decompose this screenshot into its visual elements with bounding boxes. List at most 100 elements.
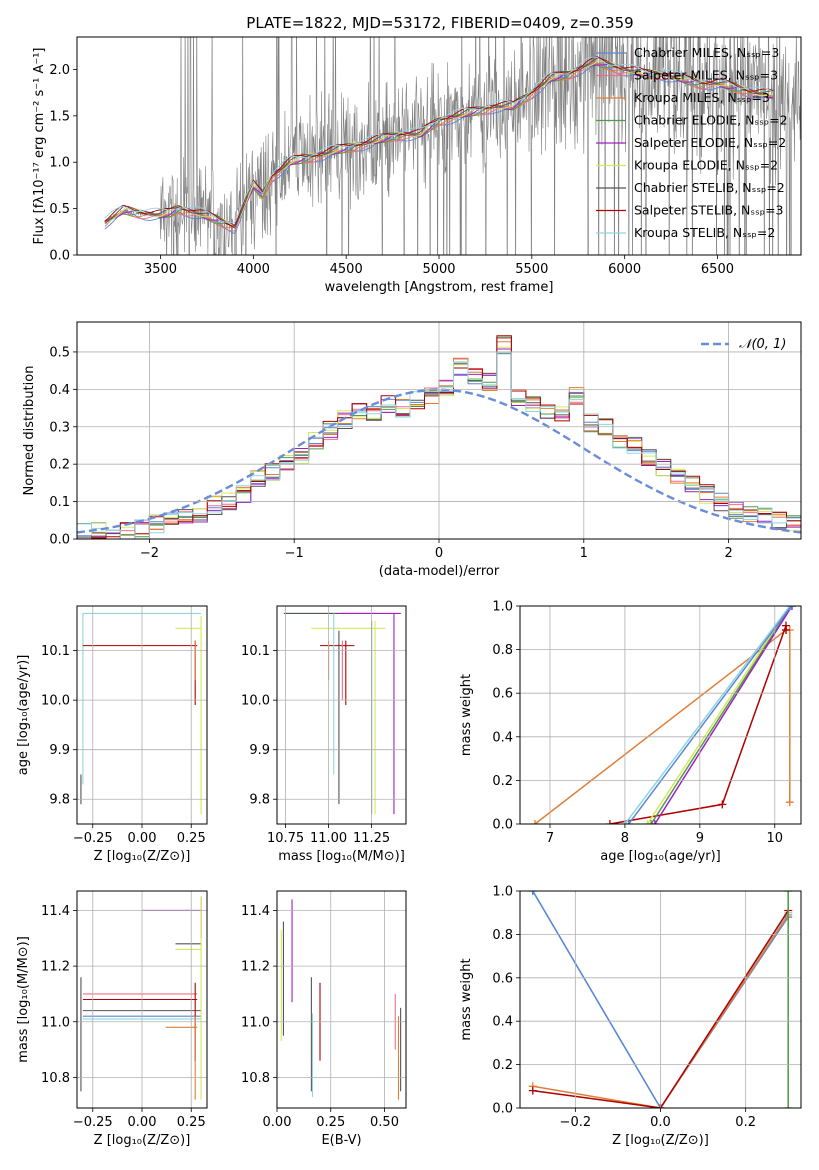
model-line-chabrier_miles: [104, 63, 774, 234]
legend: Chabrier MILES, Nₛₛₚ=3 Salpeter MILES, Nₛ…: [596, 45, 788, 240]
point-marker-salpeter_elodie: [788, 606, 797, 610]
weight-line-salpeter_elodie: [654, 606, 793, 824]
point-marker-chabrier_miles: [528, 891, 537, 895]
plot-area: [80, 896, 202, 1100]
point-marker-chabrier_elodie: [784, 891, 793, 895]
y-tick-label: 10.0: [41, 694, 70, 709]
x-tick-label: −1: [285, 546, 304, 561]
plot-area: [283, 612, 401, 815]
y-tick-label: 11.4: [41, 904, 70, 919]
x-tick-label: 11.00: [310, 831, 347, 846]
y-tick-label: 1.0: [492, 885, 513, 900]
axes-frame: [76, 36, 802, 256]
legend-label: Salpeter ELODIE, Nₛₛₚ=2: [634, 135, 786, 150]
data-spectrum-line: [104, 37, 801, 255]
x-tick-label: 2: [724, 546, 732, 561]
x-tick-label: 10.75: [267, 831, 304, 846]
x-tick-label: 6500: [701, 262, 734, 277]
x-axis-label: age [log₁₀(age/yr)]: [600, 849, 721, 864]
plot-area: [104, 37, 801, 255]
x-axis-label: Z [log₁₀(Z/Z⊙)]: [94, 849, 191, 864]
y-tick-label: 11.2: [241, 960, 270, 975]
x-tick-label: 0.00: [128, 1115, 157, 1130]
point-marker-salpeter_stelib: [718, 800, 727, 809]
panel-weight_vs_age: 7 8 9 10 0.0 0.2 0.4 0.6 0.8 1.0 age [log₁₀(age/yr…: [459, 600, 802, 864]
legend-label: Kroupa MILES, Nₛₛₚ=3: [634, 90, 770, 105]
y-tick-label: 11.0: [41, 1015, 70, 1030]
y-tick-label: 0.2: [492, 1058, 513, 1073]
legend-label: Salpeter STELIB, Nₛₛₚ=3: [634, 203, 784, 218]
point-marker-chabrier_elodie: [784, 1104, 793, 1108]
y-tick-label: 0.0: [49, 533, 70, 548]
legend-label: Chabrier STELIB, Nₛₛₚ=2: [634, 180, 785, 195]
y-tick-label: 10.8: [41, 1071, 70, 1086]
y-axis-label: mass weight: [459, 958, 474, 1040]
y-tick-label: 10.1: [41, 644, 70, 659]
weight-line-chabrier_elodie: [650, 606, 792, 824]
plot-area: [530, 606, 797, 824]
y-axis-label: age [log₁₀(age/yr)]: [16, 655, 31, 776]
grid-lines: [276, 891, 406, 1108]
axes-frame: [276, 605, 407, 825]
x-tick-label: 0.2: [735, 1115, 756, 1130]
point-marker-kroupa_elodie: [643, 820, 652, 824]
x-tick-label: 7: [546, 831, 554, 846]
y-tick-label: 0.2: [49, 458, 70, 473]
x-axis-label: (data-model)/error: [379, 564, 500, 579]
x-tick-label: 8: [621, 831, 629, 846]
y-tick-label: 1.0: [49, 156, 70, 171]
panel-mass_vs_ebv: 0.00 0.25 0.50 10.8 11.0 11.2 11.4 E(B-V): [241, 890, 407, 1148]
y-tick-label: 0.0: [492, 1102, 513, 1117]
x-tick-label: 0.25: [177, 1115, 206, 1130]
x-tick-label: 0.25: [177, 831, 206, 846]
y-tick-label: 9.9: [49, 743, 70, 758]
x-tick-label: 11.25: [353, 831, 390, 846]
point-marker-salpeter_stelib: [782, 625, 791, 634]
x-tick-label: 3500: [144, 262, 177, 277]
weight-line-chabrier_miles: [628, 606, 792, 824]
x-tick-label: 0.00: [263, 1115, 292, 1130]
point-marker-kroupa_miles: [785, 798, 794, 807]
model-line-kroupa_stelib: [104, 56, 774, 224]
grid-lines: [520, 890, 801, 1109]
y-tick-label: 0.4: [492, 730, 513, 745]
y-tick-label: 1.5: [49, 109, 70, 124]
x-tick-label: −0.25: [73, 1115, 113, 1130]
figure-title: PLATE=1822, MJD=53172, FIBERID=0409, z=0…: [246, 14, 633, 32]
y-tick-label: 0.5: [49, 202, 70, 217]
y-tick-label: 0.2: [492, 774, 513, 789]
y-tick-label: 0.0: [49, 249, 70, 264]
x-tick-label: 4500: [330, 262, 363, 277]
panel-age_vs_Z: −0.25 0.00 0.25 9.8 9.9 10.0 10.1 Z [log₁₀(Z/Z⊙…: [16, 605, 208, 864]
y-tick-label: 0.1: [49, 495, 70, 510]
y-tick-label: 10.0: [241, 694, 270, 709]
y-tick-label: 10.1: [241, 644, 270, 659]
legend-label: Kroupa STELIB, Nₛₛₚ=2: [634, 225, 775, 240]
y-axis-label: Normed distribution: [22, 366, 37, 496]
point-marker-chabrier_miles: [624, 820, 633, 824]
x-tick-label: −2: [140, 546, 159, 561]
point-marker-salpeter_stelib: [605, 820, 614, 824]
weight-line-kroupa_stelib: [624, 606, 791, 824]
axes-frame: [519, 605, 802, 825]
grid-lines: [520, 605, 801, 825]
axes-frame: [519, 890, 802, 1109]
y-tick-label: 0.0: [492, 818, 513, 833]
x-tick-label: 0: [435, 546, 443, 561]
panel-weight_vs_Z: −0.2 0.0 0.2 0.0 0.2 0.4 0.6 0.8 1.0 Z [log₁₀(Z/Z…: [459, 885, 802, 1148]
point-marker-chabrier_miles: [787, 606, 796, 610]
x-tick-label: −0.2: [560, 1115, 592, 1130]
x-axis-label: Z [log₁₀(Z/Z⊙)]: [612, 1133, 709, 1148]
x-axis-label: Z [log₁₀(Z/Z⊙)]: [94, 1133, 191, 1148]
legend-label: Chabrier ELODIE, Nₛₛₚ=2: [634, 113, 788, 128]
y-tick-label: 0.4: [492, 1015, 513, 1030]
axes-frame: [76, 605, 208, 825]
legend-label: Kroupa ELODIE, Nₛₛₚ=2: [634, 158, 778, 173]
x-axis-label: E(B-V): [321, 1133, 361, 1148]
y-tick-label: 0.3: [49, 420, 70, 435]
y-tick-label: 9.9: [249, 743, 270, 758]
axes-frame: [76, 890, 208, 1109]
grid-lines: [277, 606, 406, 824]
x-tick-label: 9: [696, 831, 704, 846]
